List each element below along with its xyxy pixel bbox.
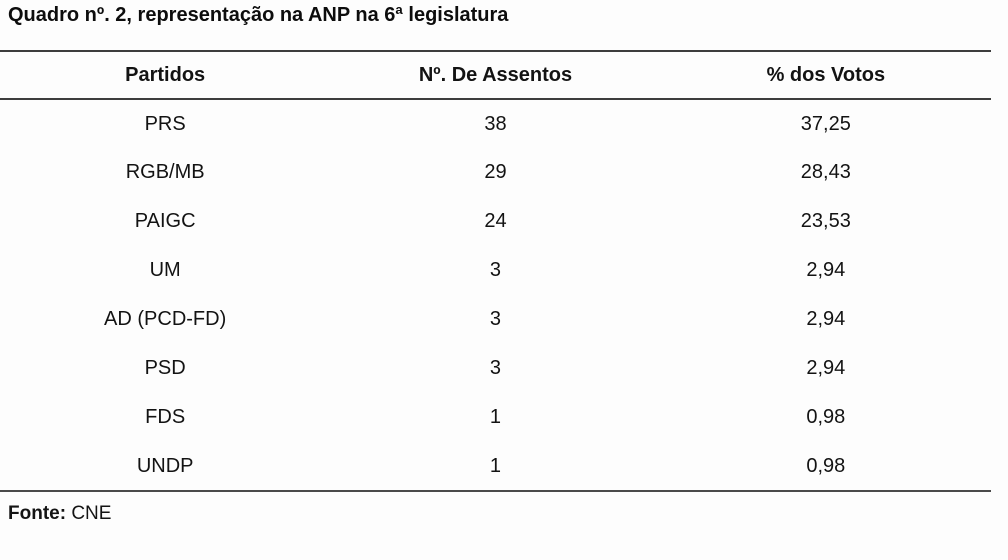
table-caption: Quadro nº. 2, representação na ANP na 6ª… <box>8 4 509 26</box>
table-header: Partidos Nº. De Assentos % dos Votos <box>0 51 991 100</box>
cell-assentos: 38 <box>484 112 507 135</box>
cell-assentos: 3 <box>489 357 502 379</box>
cell-assentos: 3 <box>489 308 502 330</box>
col-header-votos: % dos Votos <box>660 51 991 100</box>
cell-assentos: 3 <box>489 259 502 281</box>
table-row: AD (PCD-FD) 3 2,94 <box>0 295 991 344</box>
cell-partido: PAIGC <box>134 210 196 232</box>
cell-votos: 0,98 <box>806 406 846 428</box>
cell-partido: FDS <box>145 406 186 428</box>
cell-votos: 0,98 <box>660 442 991 492</box>
header-row: Partidos Nº. De Assentos % dos Votos <box>0 51 991 100</box>
table-row: FDS 1 0,98 <box>0 393 991 442</box>
cell-votos: 2,94 <box>806 357 846 379</box>
cell-partido: AD (PCD-FD) <box>104 308 227 330</box>
cell-partido: PSD <box>144 357 186 379</box>
cell-partido: RGB/MB <box>125 161 205 183</box>
table-row: UM 3 2,94 <box>0 246 991 295</box>
table-row: RGB/MB 29 28,43 <box>0 148 991 197</box>
col-header-partidos: Partidos <box>0 51 331 100</box>
table-row: UNDP 1 0,98 <box>0 442 991 492</box>
cell-assentos: 1 <box>330 442 661 492</box>
cell-votos: 23,53 <box>800 210 851 232</box>
table-row: PAIGC 24 23,53 <box>0 197 991 246</box>
cell-assentos: 29 <box>484 161 507 183</box>
cell-partido: UNDP <box>0 442 331 492</box>
representation-table: Partidos Nº. De Assentos % dos Votos PRS… <box>0 50 991 492</box>
table-row: PRS 38 37,25 <box>0 99 991 148</box>
cell-assentos: 1 <box>489 406 502 428</box>
cell-votos: 37,25 <box>800 112 851 135</box>
cell-votos: 2,94 <box>806 259 846 281</box>
source-note: Fonte: CNE <box>8 503 111 525</box>
cell-assentos: 24 <box>484 210 507 232</box>
cell-votos: 28,43 <box>800 161 851 183</box>
col-header-assentos: Nº. De Assentos <box>330 51 661 100</box>
table-body: PRS 38 37,25 RGB/MB 29 28,43 PAIGC 24 23,53 UM 3 2,… <box>0 99 991 492</box>
source-label: Fonte: <box>8 503 67 524</box>
source-value: CNE <box>71 503 112 524</box>
cell-partido: PRS <box>144 112 186 135</box>
cell-partido: UM <box>149 259 181 281</box>
cell-votos: 2,94 <box>806 308 846 330</box>
table-row: PSD 3 2,94 <box>0 344 991 393</box>
